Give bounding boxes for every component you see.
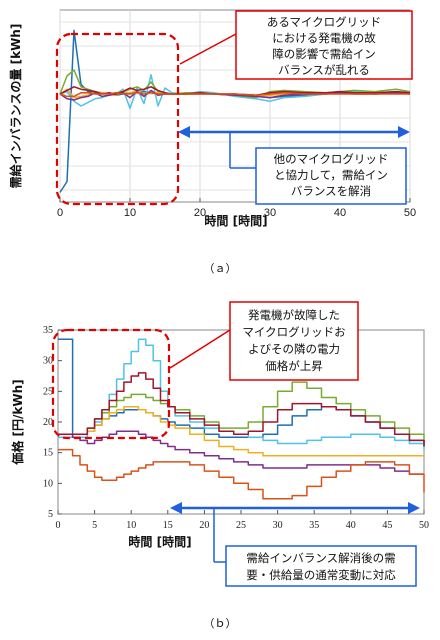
x-tick-label: 15: [163, 520, 173, 531]
chart-a-xlabel: 時間 [時間]: [204, 213, 267, 228]
chart-b-annotation-blue-box: [225, 545, 417, 587]
chart-b-xlabel: 時間 [時間]: [128, 534, 191, 549]
series-line-7: [58, 448, 425, 500]
series-line-6: [58, 372, 425, 447]
chart-a-annotation-red-line-3: 障の影響で需給イン: [272, 47, 376, 61]
chart-b-ylabel: 価格 [円/kWh]: [10, 379, 25, 465]
series-line-7: [59, 92, 410, 98]
chart-a-arrow-right-head: [398, 126, 410, 138]
y-tick-label: 10: [43, 478, 53, 489]
x-tick-label: 40: [346, 520, 356, 531]
chart-b-annotation-red-line-1: 発電機が故障した: [248, 308, 340, 322]
x-tick-label: 50: [404, 207, 416, 219]
chart-a-arrow-left-head: [178, 126, 190, 138]
series-line-3: [58, 381, 425, 444]
chart-b-caption: （ｂ）: [204, 617, 237, 630]
chart-b-annotation-red-box: [229, 301, 359, 381]
x-tick-label: 30: [273, 520, 283, 531]
series-line-6: [59, 86, 411, 96]
y-tick-label: 30: [43, 356, 53, 367]
chart-a-annotation-blue-line-2: と協力して，需給イン: [274, 168, 388, 182]
chart-b-annotation-blue-line-1: 需給インバランス解消後の需: [246, 551, 395, 565]
chart-b-series: [58, 338, 425, 500]
chart-a-highlight-box: [55, 32, 180, 206]
chart-a-caption: （ａ）: [204, 262, 237, 275]
chart-a-annotation-blue-box: [255, 147, 407, 205]
x-tick-label: 50: [419, 520, 429, 531]
x-tick-label: 25: [236, 520, 246, 531]
x-tick-label: 10: [126, 520, 136, 531]
chart-a-annotation-red-box: [235, 10, 413, 80]
series-line-4: [58, 405, 424, 457]
series-line-5: [58, 430, 424, 475]
x-tick-label: 40: [334, 207, 346, 219]
chart-b-highlight-box: [51, 328, 171, 440]
chart-b-annotation-red-line-3: よびその隣の電力: [248, 342, 340, 356]
y-tick-label: 20: [43, 417, 53, 428]
x-tick-label: 10: [124, 207, 136, 219]
chart-b-arrow-left-head: [170, 502, 182, 514]
y-tick-label: 5: [48, 509, 53, 520]
y-tick-label: 35: [43, 325, 53, 336]
x-tick-label: 35: [309, 520, 319, 531]
x-tick-label: 30: [264, 207, 276, 219]
chart-a-annotation-red-line-1: あるマイクログリッド: [267, 15, 381, 29]
chart-a-annotation-red-line-4: バランスが乱れる: [278, 63, 370, 77]
chart-a-annotation-red-line-2: における発電機の故: [272, 31, 376, 45]
x-tick-label: 20: [194, 207, 206, 219]
chart-b-annotation-blue-line-2: 要・供給量の通常変動に対応: [246, 568, 396, 582]
chart-a-ticks: 0 10 20 30 40 50: [57, 198, 416, 219]
x-tick-label: 0: [57, 207, 63, 219]
chart-b-arrow-right-head: [408, 502, 420, 514]
chart-a: 0 10 20 30 40 50 時間 [時間] 需給インバランスの量 [kWh] あるマ…: [8, 9, 416, 275]
x-tick-label: 20: [199, 520, 209, 531]
x-tick-label: 5: [92, 520, 97, 531]
x-tick-label: 0: [56, 520, 61, 531]
y-tick-label: 15: [43, 448, 53, 459]
chart-a-ylabel: 需給インバランスの量 [kWh]: [8, 24, 23, 189]
chart-b-annotation-red-pointer: [169, 329, 231, 369]
chart-b-annotation-red-line-2: マイクログリッドお: [242, 325, 345, 339]
chart-a-annotation-blue-line-1: 他のマイクログリッド: [274, 152, 389, 166]
x-tick-label: 45: [382, 520, 392, 531]
chart-a-series: [59, 29, 411, 193]
chart-b-annotation-red-line-4: 価格が上昇: [265, 359, 323, 373]
chart-a-annotation-blue-line-3: バランスを解消: [291, 184, 371, 198]
y-tick-label: 25: [43, 386, 53, 397]
chart-a-annotation-red-pointer: [179, 33, 237, 65]
